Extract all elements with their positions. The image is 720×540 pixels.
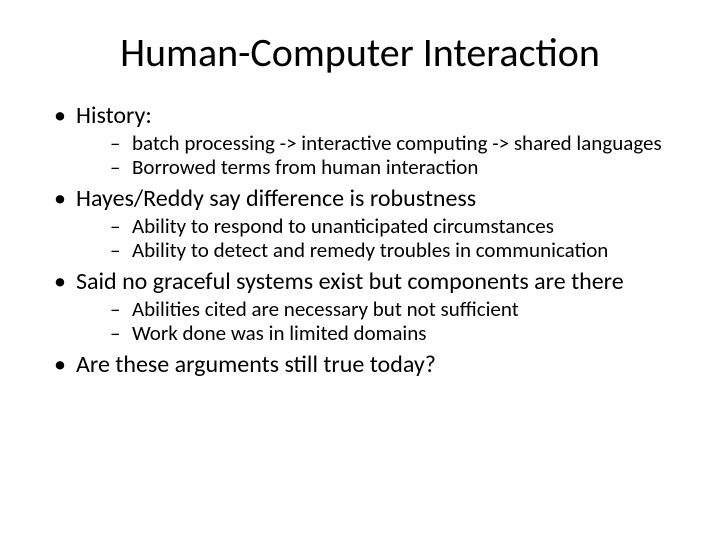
bullet-text: Ability to respond to unanticipated circ…: [132, 213, 554, 239]
bullet-text: Abilities cited are necessary but not su…: [132, 296, 519, 322]
bullet-level1: Hayes/Reddy say difference is robustness…: [50, 186, 670, 263]
bullet-text: Are these arguments still true today?: [76, 350, 436, 379]
bullet-text: Borrowed terms from human interaction: [132, 154, 478, 180]
bullet-text: batch processing -> interactive computin…: [132, 130, 662, 156]
bullet-text: Ability to detect and remedy troubles in…: [132, 237, 608, 263]
bullet-level1: Are these arguments still true today?: [50, 352, 670, 379]
bullet-level2: batch processing -> interactive computin…: [76, 132, 670, 156]
bullet-level1: History: batch processing -> interactive…: [50, 103, 670, 180]
bullet-text: Work done was in limited domains: [132, 320, 427, 346]
bullet-level2: Abilities cited are necessary but not su…: [76, 298, 670, 322]
sub-bullet-list: Abilities cited are necessary but not su…: [76, 298, 670, 346]
bullet-level1: Said no graceful systems exist but compo…: [50, 269, 670, 346]
sub-bullet-list: batch processing -> interactive computin…: [76, 132, 670, 180]
bullet-list: History: batch processing -> interactive…: [50, 103, 670, 379]
bullet-text: Said no graceful systems exist but compo…: [76, 267, 624, 296]
slide: Human-Computer Interaction History: batc…: [0, 0, 720, 540]
bullet-text: History:: [76, 101, 152, 130]
sub-bullet-list: Ability to respond to unanticipated circ…: [76, 215, 670, 263]
bullet-level2: Work done was in limited domains: [76, 322, 670, 346]
slide-title: Human-Computer Interaction: [50, 28, 670, 77]
bullet-level2: Ability to detect and remedy troubles in…: [76, 239, 670, 263]
bullet-level2: Ability to respond to unanticipated circ…: [76, 215, 670, 239]
bullet-level2: Borrowed terms from human interaction: [76, 156, 670, 180]
bullet-text: Hayes/Reddy say difference is robustness: [76, 184, 476, 213]
